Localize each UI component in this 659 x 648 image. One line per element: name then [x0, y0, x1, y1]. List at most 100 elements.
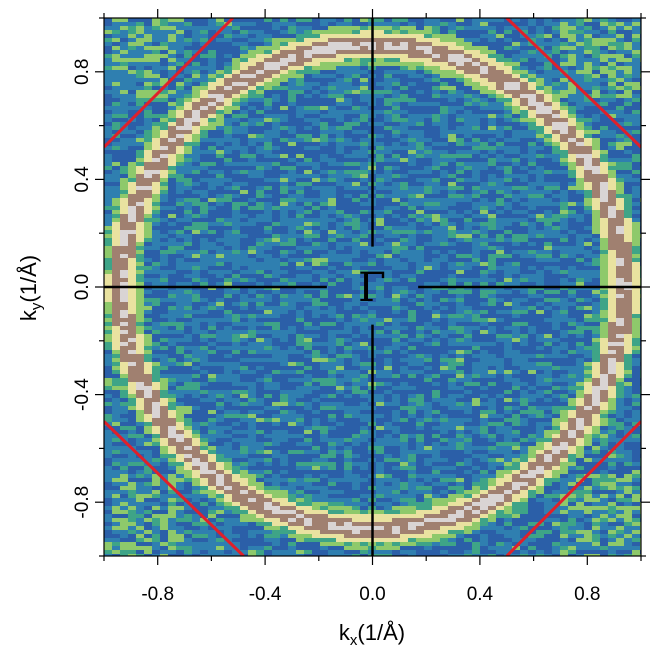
- intensity-cell: [160, 150, 169, 155]
- intensity-cell: [296, 306, 305, 311]
- intensity-cell: [216, 94, 225, 99]
- intensity-cell: [128, 78, 137, 83]
- intensity-cell: [320, 202, 329, 207]
- intensity-cell: [568, 146, 577, 151]
- intensity-cell: [384, 82, 393, 87]
- intensity-cell: [544, 110, 553, 115]
- intensity-cell: [568, 250, 577, 255]
- intensity-cell: [544, 214, 553, 219]
- intensity-cell: [456, 222, 465, 227]
- intensity-cell: [440, 302, 449, 307]
- intensity-cell: [568, 258, 577, 263]
- intensity-cell: [288, 278, 297, 283]
- intensity-cell: [552, 146, 561, 151]
- intensity-cell: [384, 178, 393, 183]
- intensity-cell: [272, 58, 281, 63]
- intensity-cell: [168, 50, 177, 55]
- intensity-cell: [272, 178, 281, 183]
- intensity-cell: [272, 134, 281, 139]
- intensity-cell: [512, 214, 521, 219]
- intensity-cell: [360, 134, 369, 139]
- intensity-cell: [384, 302, 393, 307]
- intensity-cell: [224, 298, 233, 303]
- intensity-cell: [288, 218, 297, 223]
- intensity-cell: [128, 86, 137, 91]
- intensity-cell: [512, 230, 521, 235]
- intensity-cell: [384, 226, 393, 231]
- intensity-cell: [120, 66, 129, 71]
- intensity-cell: [504, 94, 513, 99]
- intensity-cell: [608, 290, 617, 295]
- intensity-cell: [424, 250, 433, 255]
- intensity-cell: [496, 98, 505, 103]
- intensity-cell: [280, 178, 289, 183]
- intensity-cell: [584, 242, 593, 247]
- intensity-cell: [480, 26, 489, 31]
- intensity-cell: [560, 150, 569, 155]
- intensity-cell: [536, 102, 545, 107]
- intensity-cell: [552, 262, 561, 267]
- intensity-cell: [568, 270, 577, 275]
- intensity-cell: [400, 230, 409, 235]
- intensity-cell: [256, 242, 265, 247]
- intensity-cell: [192, 70, 201, 75]
- intensity-cell: [560, 146, 569, 151]
- intensity-cell: [360, 146, 369, 151]
- intensity-cell: [600, 266, 609, 271]
- intensity-cell: [344, 22, 353, 27]
- intensity-cell: [624, 38, 633, 43]
- intensity-cell: [416, 254, 425, 259]
- intensity-cell: [512, 186, 521, 191]
- intensity-cell: [344, 278, 353, 283]
- intensity-cell: [472, 58, 481, 63]
- intensity-cell: [488, 46, 497, 51]
- intensity-cell: [304, 90, 313, 95]
- intensity-cell: [440, 306, 449, 311]
- intensity-cell: [352, 238, 361, 243]
- intensity-cell: [480, 306, 489, 311]
- intensity-cell: [392, 238, 401, 243]
- intensity-cell: [280, 142, 289, 147]
- intensity-cell: [192, 102, 201, 107]
- intensity-cell: [624, 226, 633, 231]
- intensity-cell: [488, 202, 497, 207]
- intensity-cell: [144, 70, 153, 75]
- intensity-cell: [472, 26, 481, 31]
- intensity-cell: [248, 190, 257, 195]
- intensity-cell: [504, 114, 513, 119]
- intensity-cell: [320, 246, 329, 251]
- intensity-cell: [200, 78, 209, 83]
- intensity-cell: [416, 26, 425, 31]
- intensity-cell: [400, 282, 409, 287]
- intensity-cell: [464, 50, 473, 55]
- intensity-cell: [104, 146, 113, 151]
- intensity-cell: [432, 282, 441, 287]
- intensity-cell: [112, 62, 121, 67]
- intensity-cell: [312, 22, 321, 27]
- intensity-cell: [592, 178, 601, 183]
- intensity-cell: [192, 126, 201, 131]
- intensity-cell: [352, 170, 361, 175]
- intensity-cell: [528, 162, 537, 167]
- intensity-cell: [344, 206, 353, 211]
- intensity-cell: [568, 170, 577, 175]
- intensity-cell: [576, 194, 585, 199]
- intensity-cell: [304, 58, 313, 63]
- intensity-cell: [328, 302, 337, 307]
- intensity-cell: [128, 302, 137, 307]
- intensity-cell: [504, 70, 513, 75]
- intensity-cell: [424, 226, 433, 231]
- intensity-cell: [608, 98, 617, 103]
- intensity-cell: [208, 102, 217, 107]
- intensity-cell: [432, 134, 441, 139]
- intensity-cell: [624, 266, 633, 271]
- intensity-cell: [232, 202, 241, 207]
- intensity-cell: [408, 34, 417, 39]
- intensity-cell: [600, 98, 609, 103]
- intensity-cell: [488, 118, 497, 123]
- intensity-cell: [248, 230, 257, 235]
- intensity-cell: [456, 174, 465, 179]
- intensity-cell: [520, 266, 529, 271]
- intensity-cell: [192, 262, 201, 267]
- intensity-cell: [360, 70, 369, 75]
